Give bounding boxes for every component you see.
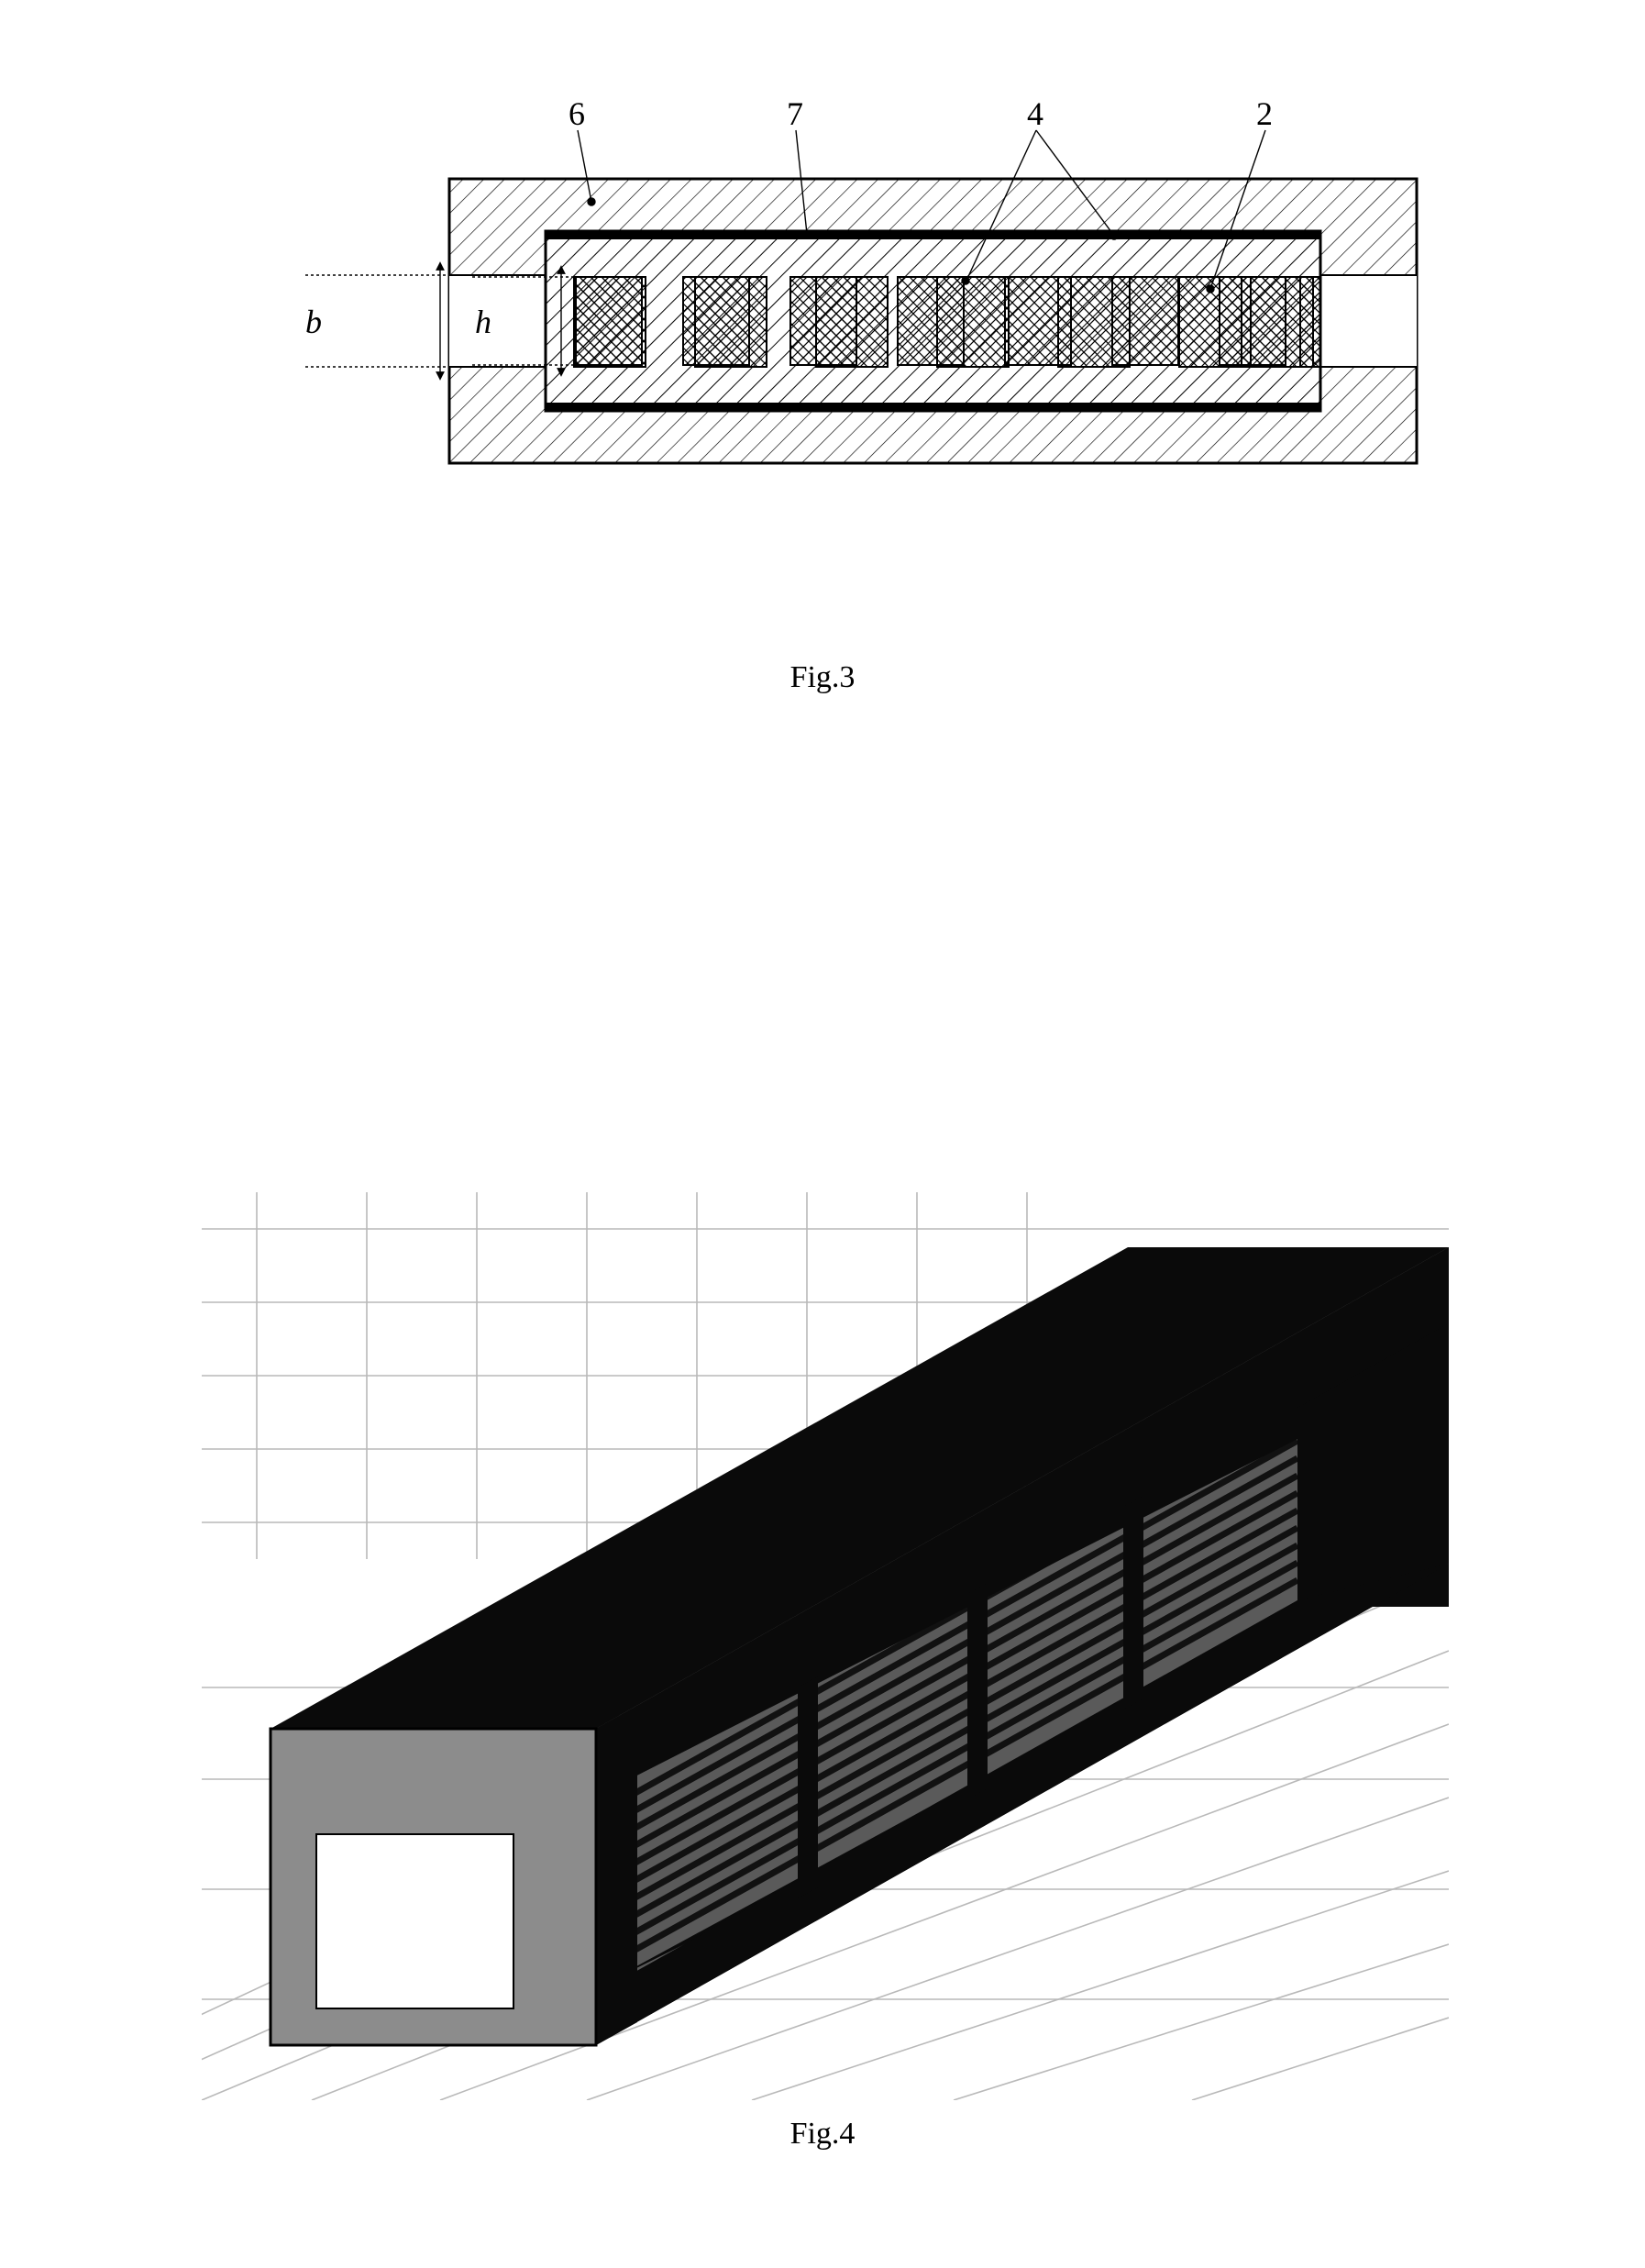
opening-left-clear — [449, 275, 546, 367]
front-aperture — [316, 1834, 513, 2008]
dim-b — [305, 266, 449, 376]
dim-b-label: b — [305, 304, 322, 340]
fig3-diagram: 6 7 4 2 b h — [165, 83, 1467, 541]
fig3-caption: Fig.3 — [0, 660, 1645, 695]
opening-right-clear — [1320, 275, 1417, 367]
label-7: 7 — [787, 95, 803, 132]
label-6: 6 — [569, 95, 585, 132]
dim-h-label: h — [475, 304, 491, 340]
coil-row — [576, 277, 1286, 365]
label-4: 4 — [1027, 95, 1043, 132]
ref-numbers: 6 7 4 2 — [569, 95, 1273, 132]
page: 6 7 4 2 b h Fig.3 — [0, 0, 1645, 2268]
fig4-diagram — [202, 1192, 1449, 2100]
label-2: 2 — [1256, 95, 1273, 132]
fig4-caption: Fig.4 — [0, 2117, 1645, 2152]
